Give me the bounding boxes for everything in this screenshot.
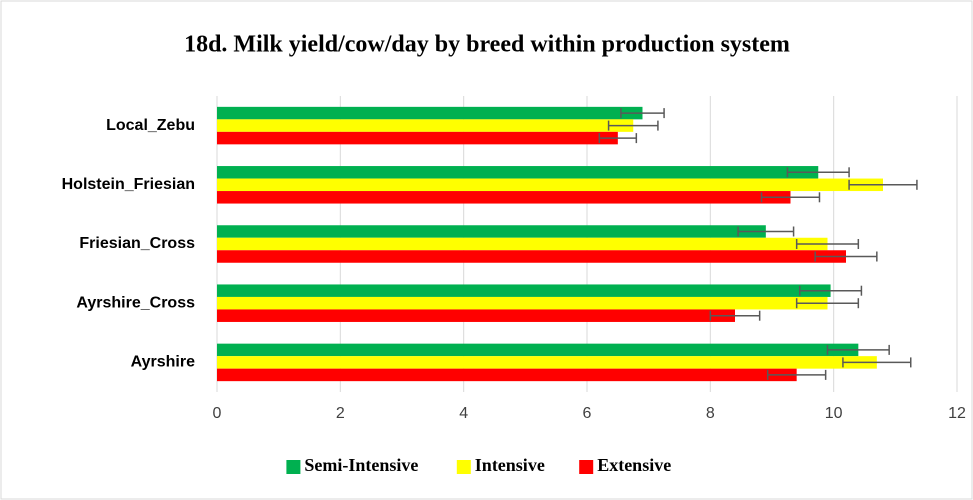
x-tick-label: 4 [459,405,468,422]
bar [217,225,766,238]
bar [217,131,618,145]
legend-swatch [286,460,301,474]
error-bar [598,133,638,144]
error-bar [709,310,761,321]
bar [217,237,828,251]
error-bar [799,285,863,296]
bar [217,191,791,204]
error-bar [766,369,827,380]
error-bar [760,192,821,203]
bar [217,284,831,297]
y-tick-label: Ayrshire_Cross [76,294,195,311]
error-bar [842,357,912,368]
bar [217,356,877,369]
chart-title: 18d. Milk yield/cow/day by breed within … [184,32,790,58]
x-tick-label: 0 [213,405,222,422]
bar [217,309,735,322]
y-tick-label: Local_Zebu [106,117,195,134]
legend-swatch [456,460,471,474]
error-bar [737,226,795,237]
error-bar [795,298,860,309]
error-bar [607,120,659,131]
bar [217,368,797,382]
error-bar [795,239,860,249]
bar [217,296,828,310]
x-tick-label: 8 [706,405,715,422]
bar [217,250,846,263]
error-bar [620,108,665,119]
bar [217,119,634,132]
bar [217,178,883,192]
error-bar [786,167,850,178]
x-tick-label: 12 [948,405,966,422]
y-tick-label: Holstein_Friesian [62,176,195,193]
legend-label: Semi-Intensive [304,455,418,475]
legend-label: Intensive [475,455,545,475]
error-bar [848,179,918,190]
bar [217,343,859,357]
y-tick-label: Ayrshire [131,354,195,371]
x-tick-label: 2 [336,405,345,422]
error-bar [814,251,878,262]
legend-label: Extensive [597,455,671,475]
x-tick-label: 10 [825,405,843,422]
y-tick-label: Friesian_Cross [79,235,195,252]
bar [217,166,819,179]
bar [217,106,643,120]
legend-swatch [579,460,594,474]
x-tick-label: 6 [583,405,592,422]
error-bar [826,344,890,355]
